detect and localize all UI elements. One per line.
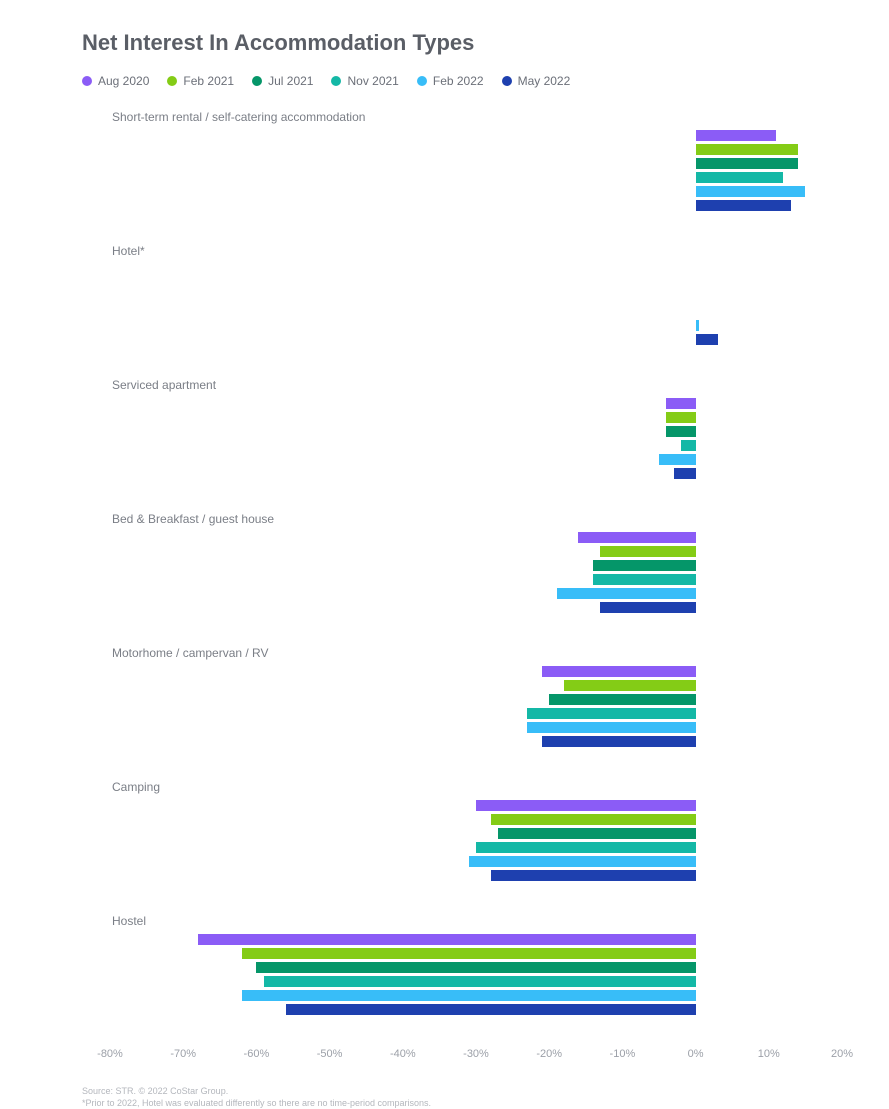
bar bbox=[696, 144, 798, 155]
legend-item: Feb 2021 bbox=[167, 74, 234, 88]
bar bbox=[600, 546, 695, 557]
legend-swatch bbox=[331, 76, 341, 86]
bars-group bbox=[110, 532, 842, 616]
legend-item: Nov 2021 bbox=[331, 74, 398, 88]
footnote-line: *Prior to 2022, Hotel was evaluated diff… bbox=[82, 1098, 849, 1109]
bar bbox=[681, 440, 696, 451]
legend-item: Aug 2020 bbox=[82, 74, 149, 88]
category-block: Hotel* bbox=[110, 244, 842, 348]
bar bbox=[659, 454, 696, 465]
bar bbox=[666, 398, 695, 409]
bar bbox=[578, 532, 695, 543]
x-axis-tick: -70% bbox=[170, 1048, 196, 1060]
bar bbox=[600, 602, 695, 613]
bar bbox=[696, 320, 700, 331]
bar bbox=[542, 666, 696, 677]
bar bbox=[557, 588, 696, 599]
bars-group bbox=[110, 934, 842, 1018]
legend-label: Nov 2021 bbox=[347, 74, 398, 88]
legend-swatch bbox=[252, 76, 262, 86]
legend-label: May 2022 bbox=[518, 74, 571, 88]
bar bbox=[564, 680, 696, 691]
legend-item: Feb 2022 bbox=[417, 74, 484, 88]
bar bbox=[198, 934, 696, 945]
bar bbox=[264, 976, 696, 987]
bars-group bbox=[110, 800, 842, 884]
bar bbox=[696, 200, 791, 211]
bar bbox=[242, 990, 696, 1001]
bar bbox=[674, 468, 696, 479]
bar bbox=[476, 842, 696, 853]
x-axis-tick: -40% bbox=[390, 1048, 416, 1060]
x-axis-tick: 10% bbox=[758, 1048, 780, 1060]
category-label: Serviced apartment bbox=[112, 378, 842, 392]
legend: Aug 2020 Feb 2021 Jul 2021 Nov 2021 Feb 2022… bbox=[82, 74, 849, 88]
x-axis-tick: -60% bbox=[244, 1048, 270, 1060]
x-axis-tick: 0% bbox=[688, 1048, 704, 1060]
bar bbox=[593, 560, 695, 571]
bar bbox=[469, 856, 696, 867]
bar bbox=[549, 694, 695, 705]
chart-title: Net Interest In Accommodation Types bbox=[82, 30, 849, 56]
bars-group bbox=[110, 398, 842, 482]
category-label: Bed & Breakfast / guest house bbox=[112, 512, 842, 526]
legend-swatch bbox=[502, 76, 512, 86]
bar bbox=[696, 186, 806, 197]
category-block: Motorhome / campervan / RV bbox=[110, 646, 842, 750]
legend-label: Feb 2022 bbox=[433, 74, 484, 88]
bar bbox=[666, 412, 695, 423]
bar bbox=[696, 172, 784, 183]
bar bbox=[498, 828, 696, 839]
bar bbox=[696, 130, 777, 141]
bar bbox=[491, 870, 696, 881]
category-label: Hostel bbox=[112, 914, 842, 928]
bar bbox=[527, 722, 695, 733]
bars-group bbox=[110, 264, 842, 348]
legend-swatch bbox=[417, 76, 427, 86]
bar bbox=[476, 800, 696, 811]
x-axis: -80%-70%-60%-50%-40%-30%-20%-10%0%10%20% bbox=[110, 1048, 842, 1074]
legend-item: May 2022 bbox=[502, 74, 571, 88]
bar bbox=[491, 814, 696, 825]
category-block: Camping bbox=[110, 780, 842, 884]
legend-swatch bbox=[167, 76, 177, 86]
bar bbox=[527, 708, 695, 719]
legend-label: Jul 2021 bbox=[268, 74, 313, 88]
category-block: Short-term rental / self-catering accomm… bbox=[110, 110, 842, 214]
bar bbox=[666, 426, 695, 437]
bar bbox=[593, 574, 695, 585]
x-axis-tick: -20% bbox=[536, 1048, 562, 1060]
bars-group bbox=[110, 666, 842, 750]
category-label: Hotel* bbox=[112, 244, 842, 258]
bar bbox=[542, 736, 696, 747]
bar bbox=[286, 1004, 696, 1015]
x-axis-tick: -80% bbox=[97, 1048, 123, 1060]
bars-group bbox=[110, 130, 842, 214]
category-block: Hostel bbox=[110, 914, 842, 1018]
legend-item: Jul 2021 bbox=[252, 74, 313, 88]
category-label: Camping bbox=[112, 780, 842, 794]
category-label: Short-term rental / self-catering accomm… bbox=[112, 110, 842, 124]
footnotes: Source: STR. © 2022 CoStar Group.*Prior … bbox=[82, 1086, 849, 1109]
legend-label: Aug 2020 bbox=[98, 74, 149, 88]
bar bbox=[696, 334, 718, 345]
footnote-line: Source: STR. © 2022 CoStar Group. bbox=[82, 1086, 849, 1098]
bar bbox=[256, 962, 695, 973]
legend-label: Feb 2021 bbox=[183, 74, 234, 88]
x-axis-tick: -50% bbox=[317, 1048, 343, 1060]
legend-swatch bbox=[82, 76, 92, 86]
bar bbox=[696, 158, 798, 169]
category-label: Motorhome / campervan / RV bbox=[112, 646, 842, 660]
x-axis-tick: 20% bbox=[831, 1048, 853, 1060]
category-block: Bed & Breakfast / guest house bbox=[110, 512, 842, 616]
x-axis-tick: -10% bbox=[610, 1048, 636, 1060]
x-axis-tick: -30% bbox=[463, 1048, 489, 1060]
bar bbox=[242, 948, 696, 959]
category-block: Serviced apartment bbox=[110, 378, 842, 482]
chart-area: Short-term rental / self-catering accomm… bbox=[82, 110, 842, 1074]
